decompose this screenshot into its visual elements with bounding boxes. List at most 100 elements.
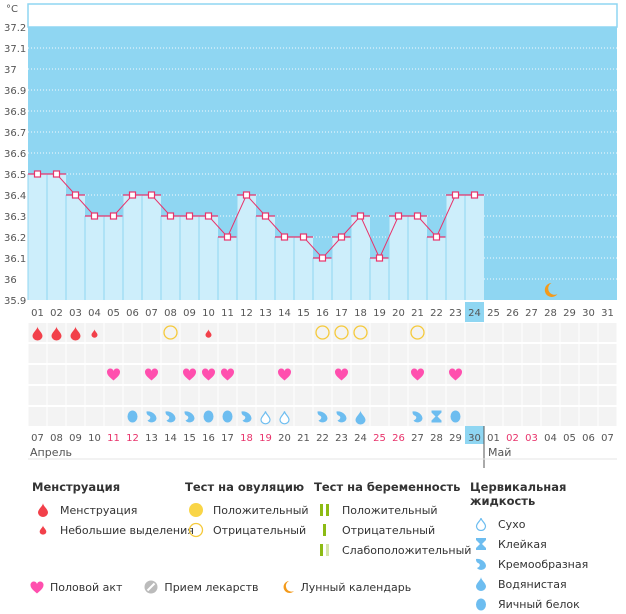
event-cell: [541, 323, 560, 342]
event-cell: [123, 386, 142, 405]
event-cell: [66, 365, 85, 384]
temperature-point: [375, 254, 384, 262]
sticky-mark: [431, 410, 442, 423]
legend-title: Цервикальная жидкость: [470, 480, 567, 508]
event-cell: [199, 344, 218, 363]
legend-item: Водянистая: [470, 574, 626, 594]
cycle-day-label: 11: [221, 308, 234, 319]
spotting-drop: [205, 329, 212, 338]
egg-white-mark: [222, 410, 233, 423]
event-cell: [598, 344, 617, 363]
y-tick-label: 36.4: [4, 191, 26, 202]
event-cell: [256, 344, 275, 363]
event-cell: [389, 407, 408, 426]
event-cell: [446, 386, 465, 405]
legend-item: Половой акт: [30, 580, 122, 594]
y-axis-unit: °C: [6, 4, 18, 15]
event-cell: [142, 323, 161, 342]
event-cell: [389, 386, 408, 405]
event-cell: [560, 323, 579, 342]
legend-menstruation: Менструация Менструация Небольшие выделе…: [32, 480, 194, 540]
event-cell: [218, 344, 237, 363]
y-tick-label: 36: [4, 275, 17, 286]
y-tick-label: 36.5: [4, 170, 26, 181]
y-tick-label: 37.1: [4, 44, 26, 55]
temperature-point: [318, 254, 327, 262]
event-cell: [503, 365, 522, 384]
event-cell: [142, 344, 161, 363]
event-cell: [370, 407, 389, 426]
date-label: 26: [392, 433, 405, 444]
date-label: 25: [373, 433, 386, 444]
menstruation-drop: [32, 326, 43, 341]
y-tick-label: 37.2: [4, 23, 26, 34]
dry-drop-icon: [470, 517, 492, 531]
temp-bar: [465, 195, 484, 300]
date-label: 06: [582, 433, 595, 444]
event-cell: [104, 344, 123, 363]
event-cell: [85, 344, 104, 363]
temp-bar: [199, 216, 218, 300]
event-cell: [484, 386, 503, 405]
legend-cervical-fluid: Цервикальная жидкость Сухо Клейкая Кремо…: [470, 480, 626, 614]
spotting-drop: [91, 329, 98, 338]
event-cell: [104, 386, 123, 405]
event-cell: [560, 365, 579, 384]
date-label: 17: [221, 433, 234, 444]
cycle-day-label: 06: [126, 308, 139, 319]
event-cell: [142, 386, 161, 405]
ovulation-negative-icon: [185, 522, 207, 538]
temperature-point: [451, 191, 460, 199]
cycle-day-label: 14: [278, 308, 291, 319]
event-cell: [579, 386, 598, 405]
temp-bar: [427, 237, 446, 300]
event-cell: [484, 407, 503, 426]
event-cell: [28, 407, 47, 426]
date-label: 21: [297, 433, 310, 444]
date-label: 16: [202, 433, 215, 444]
cycle-day-label: 07: [145, 308, 158, 319]
date-label: 19: [259, 433, 272, 444]
temp-bar: [389, 216, 408, 300]
date-label: 27: [411, 433, 424, 444]
cycle-day-label: 03: [69, 308, 82, 319]
date-label: 28: [430, 433, 443, 444]
event-cell: [427, 365, 446, 384]
cycle-day-label: 10: [202, 308, 215, 319]
event-cell: [237, 386, 256, 405]
event-cell: [180, 344, 199, 363]
event-cell: [85, 386, 104, 405]
event-cell: [503, 344, 522, 363]
event-cell: [370, 323, 389, 342]
temperature-point: [413, 212, 422, 220]
watery-mark: [355, 410, 366, 425]
heart-icon: [30, 580, 44, 594]
date-label: 14: [164, 433, 177, 444]
event-cell: [465, 323, 484, 342]
month-label-may: Май: [488, 446, 512, 459]
creamy-mark: [146, 411, 157, 423]
temperature-point: [280, 233, 289, 241]
cycle-day-label: 31: [601, 308, 614, 319]
dry-mark: [279, 411, 290, 425]
temperature-point: [128, 191, 137, 199]
event-cell: [85, 407, 104, 426]
legend-item: Яичный белок: [470, 594, 626, 614]
temperature-point: [470, 191, 479, 199]
event-cell: [237, 344, 256, 363]
cycle-day-label: 20: [392, 308, 405, 319]
egg-white-mark: [450, 410, 461, 423]
event-cell: [541, 344, 560, 363]
ovulation-test-mark: [334, 325, 349, 340]
temp-bar: [294, 237, 313, 300]
date-label: 03: [525, 433, 538, 444]
event-cell: [28, 344, 47, 363]
cycle-day-label: 08: [164, 308, 177, 319]
ovulation-test-mark: [315, 325, 330, 340]
date-label: 09: [69, 433, 82, 444]
blood-drop-icon: [32, 503, 54, 517]
event-cell: [598, 365, 617, 384]
cycle-day-label: 16: [316, 308, 329, 319]
creamy-mark: [241, 411, 252, 423]
event-cell: [294, 386, 313, 405]
